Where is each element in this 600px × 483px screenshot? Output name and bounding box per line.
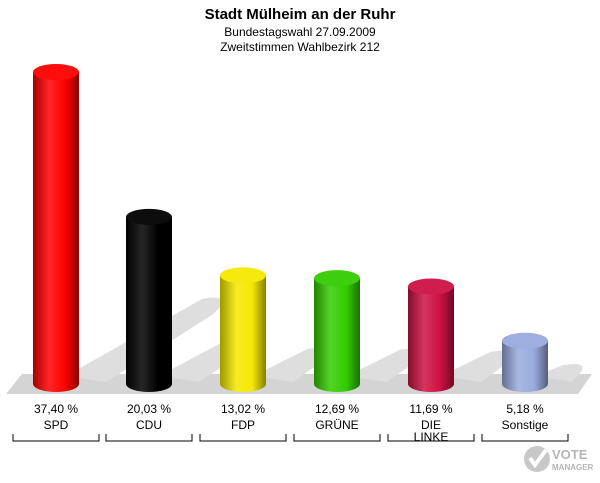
bar-labels: 37,40 % SPD 20,03 % CDU 13,02 % FDP 12,69 % GRÜ…: [12, 402, 569, 444]
logo-text-manager: MANAGER: [552, 463, 594, 472]
bars: [33, 64, 548, 392]
bar-sonstige: [502, 340, 548, 392]
category-label-cdu: CDU: [136, 418, 162, 432]
bar-spd: [33, 72, 79, 392]
category-bracket-die-linke: [387, 434, 475, 442]
category-bracket-cdu: [105, 434, 193, 442]
bar-shadow-gr-ne: [347, 348, 420, 382]
chart-subtitle-election: Bundestagswahl 27.09.2009: [224, 25, 376, 39]
category-bracket-fdp: [199, 434, 287, 442]
category-bracket-sonstige: [481, 434, 569, 442]
value-label-fdp: 13,02 %: [221, 402, 265, 416]
bar-shadow-die-linke: [441, 350, 511, 382]
category-label-die-linke-1: DIE: [421, 418, 441, 432]
chart-subtitle-district: Zweitstimmen Wahlbezirk 212: [220, 40, 380, 54]
bar-fdp: [220, 275, 266, 392]
bar-shadow-fdp: [253, 347, 327, 382]
logo-text-vote: VOTE: [552, 447, 588, 462]
category-label-fdp: FDP: [231, 418, 255, 432]
vote-manager-logo: VOTE MANAGER: [522, 440, 598, 478]
bar-cdu: [126, 216, 172, 392]
value-label-gr-ne: 12,69 %: [315, 402, 359, 416]
category-label-sonstige: Sonstige: [502, 418, 549, 432]
category-bracket-spd: [12, 434, 100, 442]
category-label-gr-ne: GRÜNE: [315, 418, 358, 432]
category-label-die-linke-2: LINKE: [414, 430, 449, 444]
bar-top-gr-ne: [314, 270, 360, 287]
value-label-die-linke: 11,69 %: [409, 402, 452, 416]
bar-top-fdp: [220, 267, 266, 284]
chart-title: Stadt Mülheim an der Ruhr: [204, 6, 396, 23]
bar-top-spd: [33, 64, 79, 80]
bar-top-cdu: [126, 208, 172, 225]
bar-die-linke: [408, 286, 454, 392]
bar-top-die-linke: [408, 278, 454, 295]
bar-gr-ne: [314, 278, 360, 392]
checkmark-icon: [524, 446, 550, 472]
category-bracket-gr-ne: [293, 434, 381, 442]
value-label-sonstige: 5,18 %: [506, 402, 544, 416]
value-label-spd: 37,40 %: [34, 402, 78, 416]
bar-top-sonstige: [502, 332, 548, 349]
category-label-spd: SPD: [44, 418, 69, 432]
value-label-cdu: 20,03 %: [127, 402, 171, 416]
